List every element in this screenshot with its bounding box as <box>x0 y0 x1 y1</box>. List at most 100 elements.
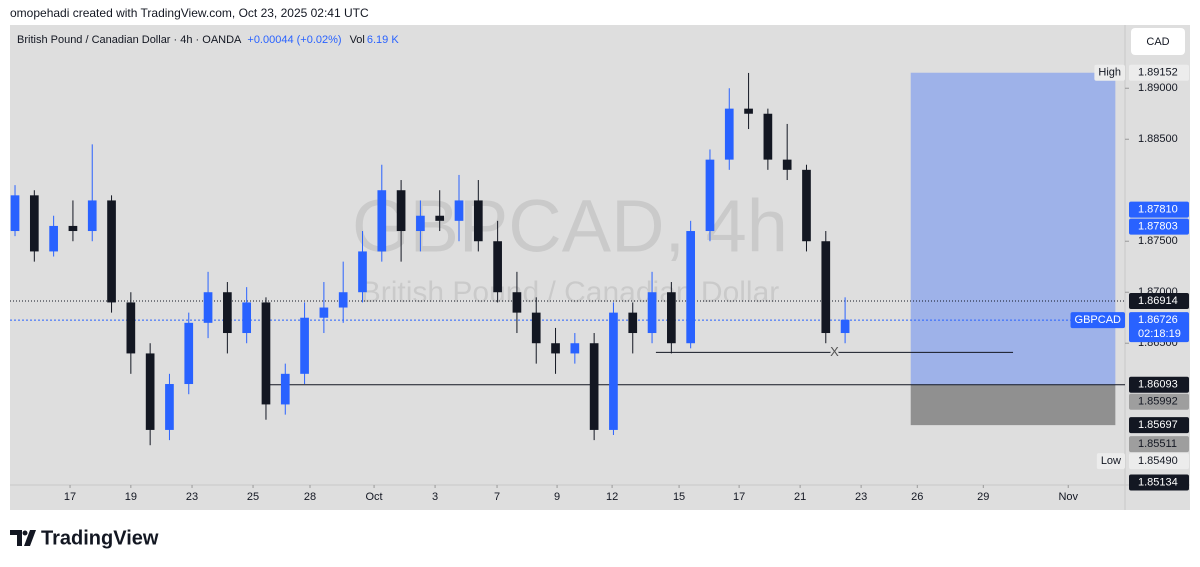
candle-body <box>107 200 116 303</box>
y-tick-label: 1.87500 <box>1138 235 1178 247</box>
x-tick-label: 21 <box>794 491 806 503</box>
candle-body <box>454 200 464 221</box>
x-tick-label: 23 <box>855 491 867 503</box>
candle-body <box>396 190 406 232</box>
watermark: GBPCAD, 4h British Pound / Canadian Doll… <box>352 185 788 309</box>
candle-body <box>802 169 811 242</box>
x-tick-label: 17 <box>64 491 76 503</box>
candle-body <box>609 312 618 430</box>
price-label-box <box>1129 393 1189 410</box>
candle-body <box>203 292 213 323</box>
candle-body <box>242 302 252 334</box>
candle-body <box>377 190 387 252</box>
candle-body <box>782 159 792 170</box>
position-target-zone <box>910 72 1116 385</box>
brand-name: TradingView <box>41 527 159 549</box>
price-label: 1.87803 <box>1138 221 1178 233</box>
candle-body <box>686 231 696 344</box>
candle-body <box>628 312 638 334</box>
x-tick-label: 12 <box>606 491 618 503</box>
candle-body <box>87 200 97 232</box>
candle-body <box>261 302 271 405</box>
price-label: 1.85697 <box>1138 419 1178 431</box>
price-label: 1.89152 <box>1138 67 1178 79</box>
x-tick-label: 29 <box>977 491 989 503</box>
drawing-label: X <box>830 344 839 359</box>
candle-body <box>10 195 20 232</box>
price-label-box <box>1129 64 1189 81</box>
price-label-box <box>1129 417 1189 434</box>
price-label-box <box>1129 474 1189 491</box>
price-countdown: 02:18:19 <box>1138 328 1181 340</box>
x-tick-label: 25 <box>247 491 259 503</box>
candle-body <box>531 312 541 344</box>
x-tick-label: 26 <box>911 491 923 503</box>
x-tick-label: 17 <box>733 491 745 503</box>
legend-vol: 6.19 K <box>367 34 399 46</box>
x-tick-label: Nov <box>1058 491 1078 503</box>
candle-body <box>647 292 657 334</box>
candle-body <box>570 343 580 354</box>
legend-change: +0.00044 (+0.02%) <box>247 34 341 46</box>
price-label: 1.86914 <box>1138 295 1178 307</box>
candle-body <box>512 292 522 313</box>
price-tag: Low <box>1101 455 1121 467</box>
legend-symbol: British Pound / Canadian Dollar · 4h · O… <box>17 34 242 46</box>
price-tag: High <box>1098 67 1121 79</box>
price-label: 1.86726 <box>1138 314 1178 326</box>
price-label-box <box>1129 436 1189 453</box>
candle-body <box>705 159 715 232</box>
y-tick-label: 1.89000 <box>1138 82 1178 94</box>
logo-icon <box>10 530 36 546</box>
candle-body <box>589 343 599 430</box>
candle-body <box>435 215 445 221</box>
price-label-box <box>1129 218 1189 235</box>
price-tag: GBPCAD <box>1075 314 1122 326</box>
candle-body <box>724 108 734 160</box>
candle-body <box>319 307 329 318</box>
candle-body <box>280 373 290 405</box>
candle-body <box>840 319 850 334</box>
candle-body <box>223 292 232 334</box>
currency-button-label[interactable]: CAD <box>1146 36 1169 48</box>
price-label-box <box>1129 293 1189 309</box>
price-tag-box <box>1070 312 1125 329</box>
x-tick-label: 28 <box>304 491 316 503</box>
x-tick-label: 7 <box>494 491 500 503</box>
chart-background <box>10 25 1190 510</box>
brand-logo: TradingView <box>10 527 159 549</box>
price-tag-box <box>1096 453 1125 470</box>
price-label-box <box>1129 312 1189 343</box>
candle-body <box>126 302 136 354</box>
candle-body <box>358 251 367 293</box>
x-tick-label: 15 <box>673 491 685 503</box>
x-tick-label: 3 <box>432 491 438 503</box>
logo-dot <box>22 530 28 536</box>
price-label: 1.85992 <box>1138 396 1178 408</box>
price-label: 1.85134 <box>1138 476 1178 488</box>
price-label: 1.87810 <box>1138 204 1178 216</box>
candle-body <box>821 241 831 334</box>
candle-body <box>338 292 348 308</box>
x-tick-label: 23 <box>186 491 198 503</box>
candle-body <box>29 195 39 252</box>
candle-body <box>68 225 78 232</box>
price-label: 1.86093 <box>1138 379 1178 391</box>
candle-body <box>49 225 58 252</box>
candle-body <box>473 200 483 242</box>
price-tag-box <box>1094 64 1125 81</box>
candle-body <box>551 343 560 354</box>
legend-vol-label: Vol <box>350 34 365 46</box>
currency-button[interactable] <box>1131 28 1185 55</box>
price-label: 1.85511 <box>1138 438 1177 450</box>
watermark-subtitle: British Pound / Canadian Dollar <box>361 276 780 309</box>
x-tick-label: Oct <box>366 491 383 503</box>
x-tick-label: 9 <box>554 491 560 503</box>
legend: British Pound / Canadian Dollar · 4h · O… <box>17 34 399 46</box>
candle-body <box>416 215 425 232</box>
candle-body <box>184 322 194 385</box>
credit: omopehadi created with TradingView.com, … <box>10 6 369 20</box>
price-label-box <box>1129 201 1189 218</box>
price-label: 1.85490 <box>1138 455 1178 467</box>
